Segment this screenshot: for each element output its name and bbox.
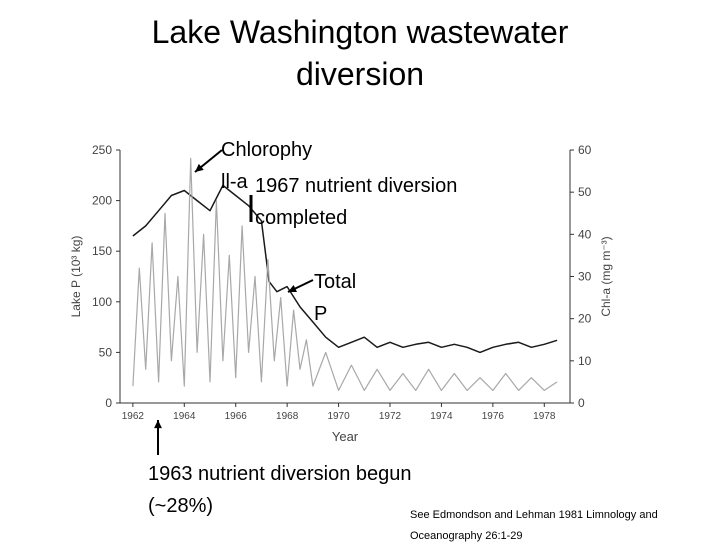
callout-total-p-line-1: Total (314, 271, 357, 293)
y-left-tick-label: 100 (92, 295, 112, 309)
citation: See Edmondson and Lehman 1981 Limnology … (410, 509, 658, 521)
callout-total-p-line-2: P (314, 303, 328, 325)
y-right-tick-label: 20 (578, 312, 592, 326)
x-tick-label: 1976 (482, 411, 505, 422)
y-left-tick-label: 250 (92, 143, 112, 157)
arrow-1963-head (154, 420, 162, 429)
x-tick-label: 1968 (276, 411, 299, 422)
slide-title-line-2: diversion (295, 56, 425, 92)
x-tick-label: 1966 (225, 411, 248, 422)
y-left-tick-label: 150 (92, 244, 112, 258)
x-tick-label: 1962 (122, 411, 145, 422)
arrow-total-p-head (288, 284, 297, 293)
lake-washington-chart: 0 50 100 150 200 250 0 10 20 30 40 50 60 1962 1964 1966… (69, 143, 613, 455)
x-axis-label: Year (332, 429, 359, 444)
callout-1963-line-2: (~28%) (148, 495, 214, 517)
callout-1967-line-2: completed (255, 207, 348, 229)
y-right-tick-label: 10 (578, 354, 592, 368)
x-tick-label: 1972 (379, 411, 402, 422)
callout-1967-line-1: 1967 nutrient diversion (255, 170, 458, 202)
x-tick-label: 1964 (173, 411, 196, 422)
series-line-chlorophyll (132, 157, 558, 391)
callout-chlorophyll-line-2: ll-a (221, 171, 248, 193)
y-left-tick-label: 200 (92, 194, 112, 208)
y-right-tick-label: 40 (578, 227, 592, 241)
x-tick-label: 1974 (430, 411, 453, 422)
y-left-tick-label: 50 (99, 345, 113, 359)
callout-1963-line-1: 1963 nutrient diversion begun (148, 463, 412, 485)
arrow-chlorophyll-head (195, 163, 204, 172)
callout-1963-diversion: 1963 nutrient diversion begun (~28%) (148, 458, 412, 522)
series-line-total-p (132, 184, 558, 354)
y-right-tick-label: 30 (578, 270, 592, 284)
callout-total-p: Total P (314, 266, 356, 330)
callout-chlorophyll-line-1: Chlorophy (221, 139, 313, 161)
y-axis-left-label: Lake P (10³ kg) (69, 236, 83, 318)
slide-title-line-1: Lake Washington wastewater (151, 14, 569, 50)
callout-chlorophyll: Chlorophy ll-a (221, 134, 312, 198)
x-tick-label: 1970 (327, 411, 350, 422)
x-tick-label: 1978 (533, 411, 556, 422)
y-right-tick-label: 60 (578, 143, 592, 157)
y-axis-right-label: Chl-a (mg m⁻³) (599, 236, 613, 316)
y-right-tick-label: 50 (578, 185, 592, 199)
y-left-tick-label: 0 (105, 396, 112, 410)
citation-line-2: Oceanography 26:1-29 (410, 530, 523, 542)
y-right-tick-label: 0 (578, 396, 585, 410)
callout-1967-diversion: 1967 nutrient diversion completed (255, 170, 458, 234)
